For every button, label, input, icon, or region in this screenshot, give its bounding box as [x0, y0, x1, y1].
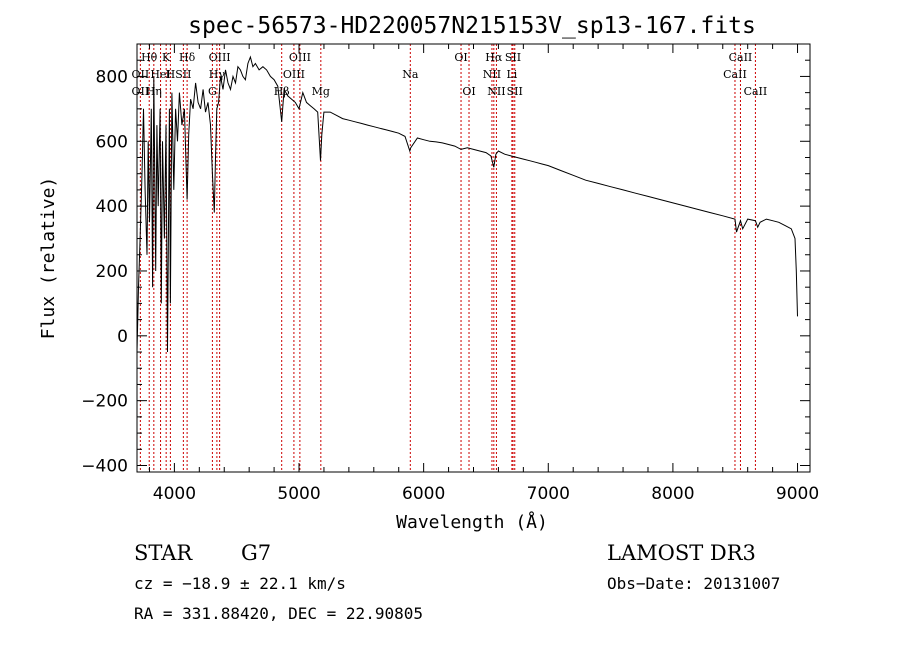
x-tick-label: 8000	[651, 484, 694, 504]
spectral-line-label: NII	[483, 68, 501, 81]
spectral-line-label: SII	[505, 51, 521, 64]
x-tick-label: 5000	[277, 484, 320, 504]
spectral-line-label: OI	[462, 85, 475, 98]
redshift-velocity: cz = −18.9 ± 22.1 km/s	[134, 574, 346, 593]
spectral-line-label: SII	[507, 85, 523, 98]
spectral-line-label: OIII	[289, 51, 311, 64]
y-tick-labels: −400 −200 0 200 400 600 800	[81, 67, 128, 476]
flux-series-line	[136, 55, 798, 353]
spectral-line-label: CaII	[744, 85, 768, 98]
y-tick-label: 800	[96, 67, 128, 87]
spectral-line-label: OIII	[283, 68, 305, 81]
x-tick-label: 9000	[776, 484, 819, 504]
spectral-line-label: H	[166, 68, 176, 81]
spectral-line-label: OI	[454, 51, 467, 64]
spectral-line-label: NII	[487, 85, 505, 98]
x-tick-labels: 4000 5000 6000 7000 8000 9000	[153, 484, 819, 504]
spectral-line-label: Hδ	[179, 51, 196, 64]
spectral-line-label: Hβ	[274, 85, 290, 98]
x-tick-label: 6000	[402, 484, 445, 504]
y-tick-label: 400	[96, 197, 128, 217]
y-tick-label: −200	[81, 392, 128, 412]
spectral-line-label: CaII	[729, 51, 753, 64]
x-tick-label: 4000	[153, 484, 196, 504]
axis-ticks	[137, 43, 810, 472]
spectral-line-label: CaII	[723, 68, 747, 81]
object-subclass: G7	[241, 541, 271, 565]
sky-coordinates: RA = 331.88420, DEC = 22.90805	[134, 604, 423, 623]
spectral-line-label: Hγ	[209, 68, 226, 81]
spectral-line-label: Na	[402, 68, 419, 81]
chart-title: spec-56573-HD220057N215153V_sp13-167.fit…	[188, 13, 756, 39]
spectral-line-label: OII	[132, 85, 150, 98]
spectral-line-label: K	[162, 51, 171, 64]
x-tick-label: 7000	[527, 484, 570, 504]
y-tick-label: 600	[96, 132, 128, 152]
spectral-line-label: Hα	[485, 51, 503, 64]
plot-frame	[136, 43, 811, 473]
spectral-line-label: Li	[506, 68, 517, 81]
spectral-line-label: OIII	[209, 51, 231, 64]
y-axis-label: Flux (relative)	[38, 177, 59, 340]
y-tick-label: 0	[117, 327, 128, 347]
spectral-line-label: G	[208, 85, 217, 98]
observation-date: Obs−Date: 20131007	[607, 574, 780, 593]
spectral-line-label: Mg	[312, 85, 330, 98]
y-tick-label: −400	[81, 457, 128, 477]
spectral-line-label: HeI	[150, 68, 170, 81]
object-class: STAR	[134, 541, 193, 565]
survey-name: LAMOST DR3	[607, 541, 756, 565]
y-tick-label: 200	[96, 262, 128, 282]
spectral-line-label: Hθ	[141, 51, 158, 64]
spectral-line-label: SII	[175, 68, 191, 81]
spectral-line-markers	[139, 44, 756, 472]
spectral-line-label: OII	[132, 68, 150, 81]
x-axis-label: Wavelength (Å)	[396, 511, 548, 533]
